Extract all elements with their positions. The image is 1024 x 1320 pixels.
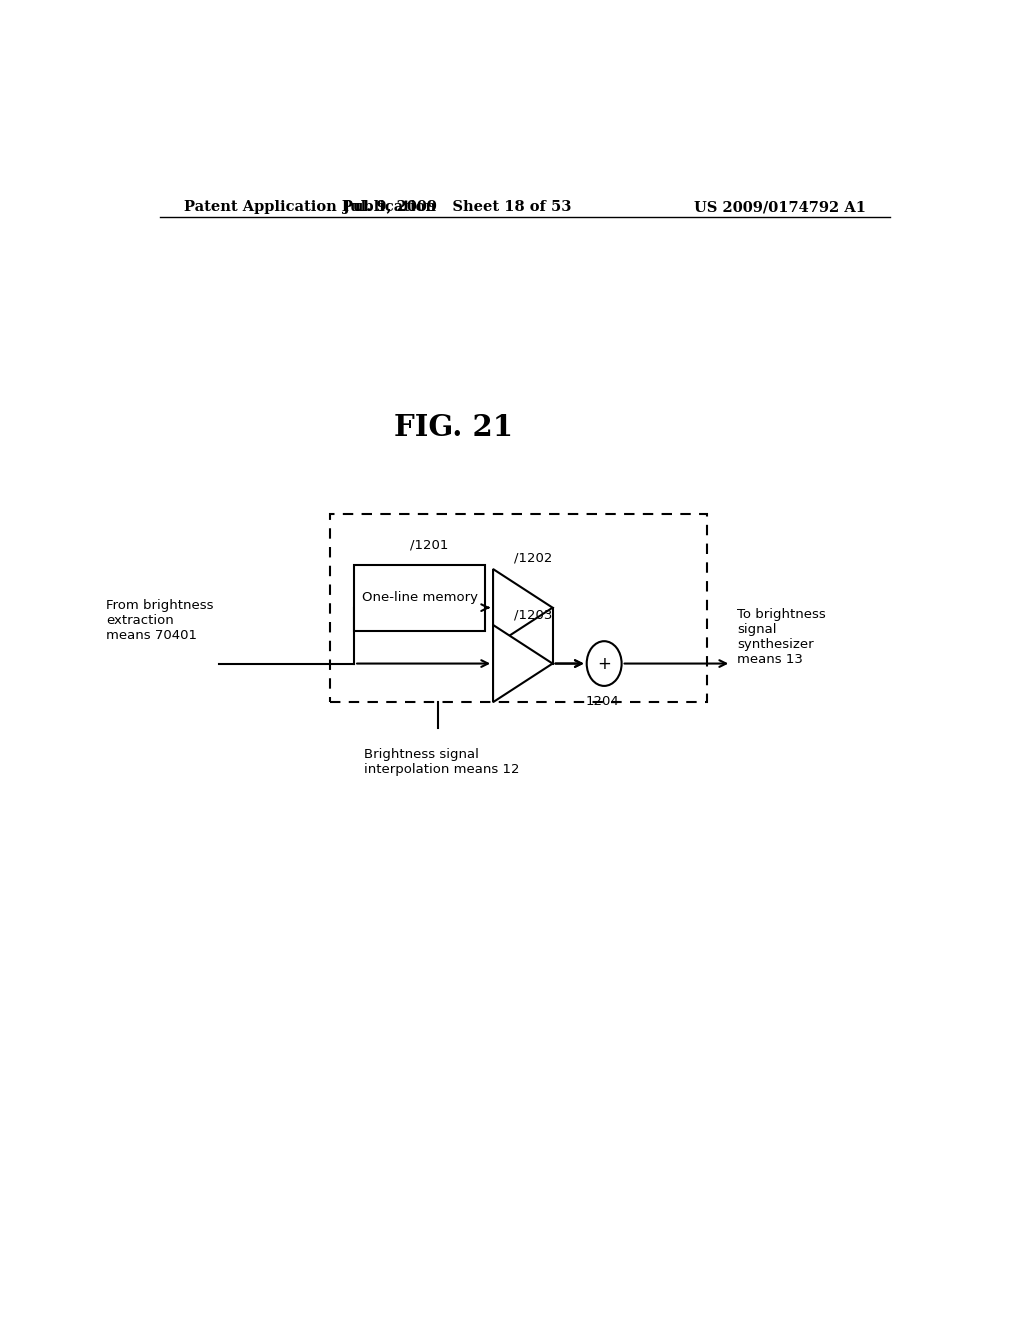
Polygon shape [494,624,553,702]
Text: Patent Application Publication: Patent Application Publication [183,201,435,214]
Polygon shape [494,569,553,647]
Bar [331,513,708,702]
Circle shape [587,642,622,686]
Text: +: + [597,655,611,673]
Text: Jul. 9, 2009   Sheet 18 of 53: Jul. 9, 2009 Sheet 18 of 53 [343,201,571,214]
Text: /1201: /1201 [410,539,449,552]
Text: From brightness
extraction
means 70401: From brightness extraction means 70401 [106,599,214,643]
Text: /1202: /1202 [514,552,553,565]
Text: /1203: /1203 [514,609,553,622]
Text: 1204: 1204 [586,696,620,708]
Text: To brightness
signal
synthesizer
means 13: To brightness signal synthesizer means 1… [737,609,826,667]
Text: Brightness signal
interpolation means 12: Brightness signal interpolation means 12 [365,748,520,776]
Text: US 2009/0174792 A1: US 2009/0174792 A1 [694,201,866,214]
Text: One-line memory: One-line memory [361,591,477,605]
Text: FIG. 21: FIG. 21 [394,413,513,442]
Bar [354,565,485,631]
